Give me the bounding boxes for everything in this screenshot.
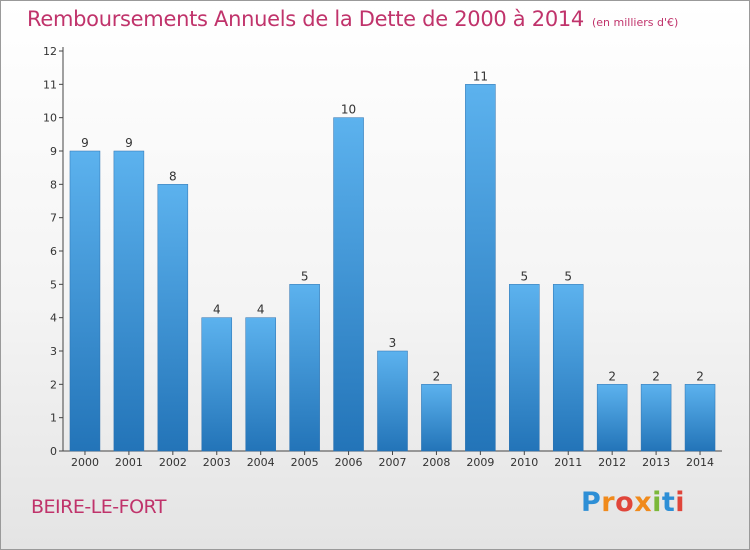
data-label: 5 <box>520 269 528 283</box>
data-label: 4 <box>213 303 221 317</box>
proxiti-logo: Proxiti <box>581 487 685 518</box>
data-label: 9 <box>125 136 133 150</box>
logo-letter: x <box>634 487 653 518</box>
data-labels: 9 9 8 4 4 5 10 3 2 11 5 5 2 2 2 <box>81 69 704 383</box>
bar-2014 <box>684 384 716 452</box>
x-tick-label: 2012 <box>598 456 626 469</box>
bar-2005 <box>289 284 320 452</box>
data-label: 2 <box>608 369 616 383</box>
bar-2004 <box>245 317 276 452</box>
y-tick-label: 2 <box>50 378 57 391</box>
bar-2010 <box>509 284 540 452</box>
data-label: 11 <box>473 69 488 83</box>
y-tick-label: 12 <box>43 45 57 58</box>
data-label: 3 <box>389 336 397 350</box>
x-tick-label: 2010 <box>510 456 538 469</box>
title-text: Remboursements Annuels de la Dette de 20… <box>27 7 584 31</box>
bar-2012 <box>596 384 628 452</box>
logo-letter: t <box>661 487 676 518</box>
data-label: 2 <box>652 369 660 383</box>
x-tick-label: 2007 <box>379 456 407 469</box>
data-label: 8 <box>169 169 177 183</box>
y-tick-label: 6 <box>50 245 57 258</box>
data-label: 5 <box>564 269 572 283</box>
bar-2000 <box>69 150 101 452</box>
x-tick-label: 2004 <box>247 456 275 469</box>
bars <box>69 84 716 452</box>
x-tick-label: 2008 <box>422 456 450 469</box>
logo-letter: r <box>601 487 616 518</box>
x-tick-label: 2014 <box>686 456 714 469</box>
bar-2001 <box>113 150 145 452</box>
logo-letter: o <box>615 487 635 518</box>
bar-2011 <box>552 284 584 452</box>
bar-2003 <box>201 317 233 452</box>
logo-letter: i <box>652 487 662 518</box>
x-tick-label: 2006 <box>335 456 363 469</box>
bar-2009 <box>465 84 496 452</box>
x-tick-label: 2005 <box>291 456 319 469</box>
x-tick-label: 2003 <box>203 456 231 469</box>
y-tick-label: 9 <box>50 145 57 158</box>
data-label: 2 <box>696 369 704 383</box>
logo-letter: i <box>675 487 686 518</box>
y-tick-label: 7 <box>50 212 57 225</box>
y-tick-label: 5 <box>50 278 57 291</box>
x-tick-label: 2011 <box>554 456 582 469</box>
data-label: 4 <box>257 303 265 317</box>
chart-title: Remboursements Annuels de la Dette de 20… <box>27 7 678 31</box>
bar-2013 <box>640 384 672 452</box>
x-tick-label: 2002 <box>159 456 187 469</box>
bar-2002 <box>157 184 189 452</box>
y-tick-label: 1 <box>50 412 57 425</box>
x-tick-label: 2009 <box>466 456 494 469</box>
logo-letter: P <box>581 487 602 518</box>
y-tick-label: 8 <box>50 178 57 191</box>
data-label: 9 <box>81 136 89 150</box>
y-tick-label: 4 <box>50 312 57 325</box>
x-tick-label: 2013 <box>642 456 670 469</box>
data-label: 2 <box>433 369 441 383</box>
bar-2008 <box>421 384 452 452</box>
y-tick-label: 10 <box>43 112 57 125</box>
x-tick-label: 2001 <box>115 456 143 469</box>
unit-label: (en milliers d'€) <box>592 16 679 29</box>
y-tick-label: 11 <box>43 78 57 91</box>
x-tick-label: 2000 <box>71 456 99 469</box>
bar-2006 <box>333 117 364 452</box>
bar-2007 <box>377 350 408 452</box>
y-tick-label: 0 <box>50 445 57 458</box>
data-label: 10 <box>341 103 356 117</box>
y-tick-label: 3 <box>50 345 57 358</box>
commune-name: BEIRE-LE-FORT <box>31 496 166 518</box>
data-label: 5 <box>301 269 309 283</box>
